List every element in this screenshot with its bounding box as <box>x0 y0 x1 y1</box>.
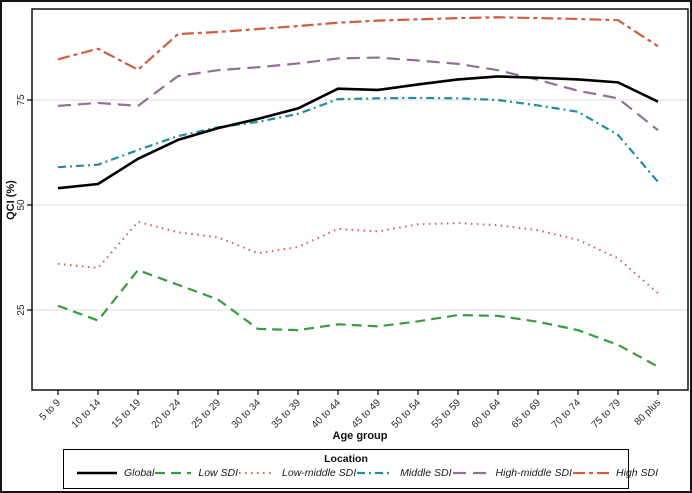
series-line-middle-sdi <box>57 96 659 183</box>
series-line-high-middle-sdi <box>57 56 659 132</box>
plot-frame <box>31 8 689 391</box>
x-tick-label-15-to-19: 15 to 19 <box>110 397 144 431</box>
y-axis-title: QCI (%) <box>5 180 17 220</box>
legend-box: Location Global Low SDI Low-middle SDI Midd… <box>63 449 658 489</box>
y-tick-label-50: 50 <box>16 199 27 211</box>
x-tick-label-40-to-44: 40 to 44 <box>310 397 344 431</box>
series-line-global <box>57 75 659 190</box>
y-tick-label-25: 25 <box>16 304 27 316</box>
legend-item-high-middle-sdi: High-middle SDI <box>452 467 572 479</box>
legend-item-low-middle-sdi: Low-middle SDI <box>238 467 356 479</box>
x-tick-label-60-to-64: 60 to 64 <box>470 397 504 431</box>
legend-items: Global Low SDI Low-middle SDI Middle SDI Hig… <box>64 465 658 479</box>
x-tick-label-50-to-54: 50 to 54 <box>390 397 424 431</box>
legend-swatch-icon <box>452 471 489 475</box>
x-tick-label-55-to-59: 55 to 59 <box>430 397 464 431</box>
legend-label: Middle SDI <box>400 467 452 479</box>
series-line-high-sdi <box>57 16 659 71</box>
legend-item-middle-sdi: Middle SDI <box>356 467 452 479</box>
legend-label: High SDI <box>615 467 658 479</box>
legend-swatch-icon <box>357 471 394 475</box>
x-tick-label-75-to-79: 75 to 79 <box>590 397 624 431</box>
x-tick-label-10-to-14: 10 to 14 <box>70 397 104 431</box>
legend-label: Global <box>124 467 155 479</box>
legend-swatch-icon <box>77 471 117 475</box>
x-tick-label-30-to-34: 30 to 34 <box>230 397 264 431</box>
x-tick-label-80-plus: 80 plus <box>633 397 664 428</box>
x-tick-label-70-to-74: 70 to 74 <box>550 397 584 431</box>
legend-item-high-sdi: High SDI <box>572 467 658 479</box>
x-tick-label-25-to-29: 25 to 29 <box>190 397 224 431</box>
legend-swatch-icon <box>155 471 192 475</box>
x-tick-label-20-to-24: 20 to 24 <box>150 397 184 431</box>
y-tick-label-75: 75 <box>16 94 27 106</box>
series-line-low-sdi <box>57 269 659 368</box>
x-tick-label-45-to-49: 45 to 49 <box>350 397 384 431</box>
x-axis-title: Age group <box>332 430 388 442</box>
legend-label: High-middle SDI <box>495 467 572 479</box>
legend-swatch-icon <box>572 471 609 475</box>
x-tick-label-65-to-69: 65 to 69 <box>510 397 544 431</box>
legend-title: Location <box>324 453 368 465</box>
series-line-low-middle-sdi <box>57 220 659 294</box>
legend-swatch-icon <box>239 472 276 474</box>
legend-label: Low-middle SDI <box>282 467 357 479</box>
legend-item-low-sdi: Low SDI <box>154 467 238 479</box>
legend-item-global: Global <box>76 467 154 479</box>
x-tick-label-5-to-9: 5 to 9 <box>38 397 64 423</box>
legend-label: Low SDI <box>198 467 239 479</box>
x-tick-label-35-to-39: 35 to 39 <box>270 397 304 431</box>
